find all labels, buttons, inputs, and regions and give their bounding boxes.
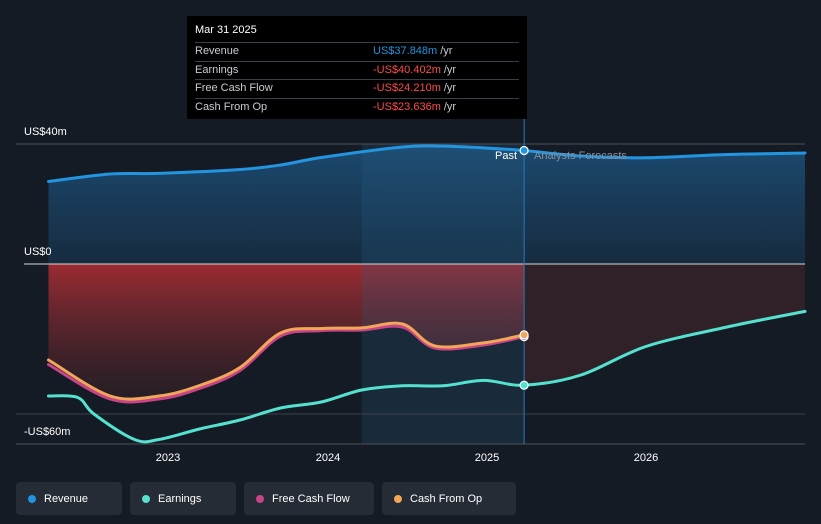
free-cash-flow-dot-icon: [256, 494, 264, 503]
legend-label: Free Cash Flow: [272, 492, 350, 505]
tooltip-row-earnings: Earnings -US$40.402m /yr: [195, 60, 519, 80]
tooltip-value: US$37.848m: [373, 45, 438, 57]
tooltip-value: -US$24.210m: [373, 82, 441, 94]
tooltip-value: -US$40.402m: [373, 63, 441, 76]
cash-from-op-line: [47, 321, 526, 401]
tooltip-value: -US$23.636m: [373, 100, 441, 113]
earnings-dot-icon: [142, 494, 150, 503]
tooltip-row-free-cash-flow: Free Cash Flow -US$24.210m /yr: [195, 79, 519, 98]
tooltip-unit: /yr: [443, 63, 457, 76]
revenue-marker: [519, 145, 529, 156]
x-tick-label: 2025: [474, 452, 500, 464]
legend-item-earnings[interactable]: Earnings: [130, 482, 236, 515]
highlight-band: [361, 144, 525, 444]
revenue-line: [47, 144, 807, 183]
tooltip: Mar 31 2025 Revenue US$37.848m /yr Earni…: [187, 16, 527, 119]
forecast-label: Analysts Forecasts: [534, 150, 627, 162]
x-tick-label: 2024: [315, 452, 341, 464]
earnings-marker: [519, 380, 529, 390]
tooltip-row-revenue: Revenue US$37.848m /yr: [195, 42, 519, 61]
y-tick-label: US$40m: [24, 126, 67, 138]
legend-item-revenue[interactable]: Revenue: [16, 482, 122, 515]
cash-from-op-marker: [519, 330, 529, 340]
legend: Revenue Earnings Free Cash Flow Cash Fro…: [16, 482, 516, 515]
legend-label: Revenue: [44, 492, 89, 505]
tooltip-label: Earnings: [195, 63, 239, 76]
legend-item-cash-from-op[interactable]: Cash From Op: [382, 482, 516, 515]
tooltip-row-cash-from-op: Cash From Op -US$23.636m /yr: [195, 97, 519, 117]
earnings-line: [47, 309, 807, 444]
tooltip-label: Free Cash Flow: [195, 82, 273, 94]
legend-label: Earnings: [158, 492, 202, 505]
cash-from-op-area: [48, 264, 525, 400]
cash-from-op-dot-icon: [394, 494, 402, 503]
revenue-dot-icon: [28, 494, 36, 503]
tooltip-unit: /yr: [443, 82, 457, 94]
earnings-forecast-area: [524, 264, 805, 386]
tooltip-unit: /yr: [443, 100, 457, 113]
legend-item-free-cash-flow[interactable]: Free Cash Flow: [244, 482, 374, 515]
tooltip-label: Revenue: [195, 45, 240, 57]
legend-label: Cash From Op: [410, 492, 483, 505]
x-tick-label: 2026: [633, 452, 659, 464]
free-cash-flow-line: [47, 324, 526, 404]
y-tick-label: -US$60m: [24, 426, 71, 438]
tooltip-date: Mar 31 2025: [195, 24, 257, 36]
revenue-area: [48, 145, 805, 264]
y-tick-label: US$0: [24, 246, 52, 258]
past-label: Past: [495, 150, 518, 162]
tooltip-label: Cash From Op: [195, 100, 268, 113]
x-tick-label: 2023: [155, 452, 181, 464]
tooltip-unit: /yr: [440, 45, 453, 57]
